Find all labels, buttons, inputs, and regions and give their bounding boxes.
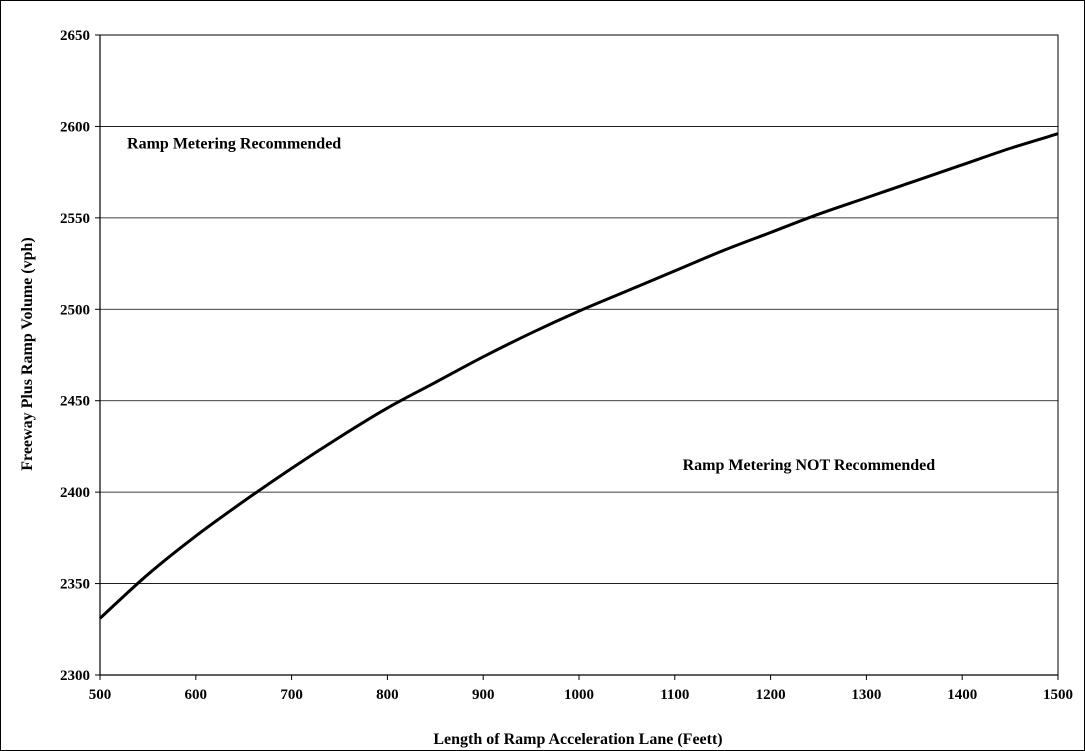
x-tick-label: 1400 bbox=[947, 687, 977, 703]
axes bbox=[95, 34, 1059, 680]
y-axis-title: Freeway Plus Ramp Volume (vph) bbox=[19, 237, 36, 471]
y-tick-label: 2600 bbox=[60, 119, 90, 135]
gridlines bbox=[100, 34, 1058, 676]
y-tick-label: 2450 bbox=[60, 394, 90, 410]
x-tick-label: 1200 bbox=[756, 687, 786, 703]
y-tick-label: 2400 bbox=[60, 485, 90, 501]
x-tick-labels: 500 600 700 800 900 1000 1100 1200 1300 1400 1500 bbox=[89, 687, 1073, 703]
x-tick-label: 1100 bbox=[660, 687, 689, 703]
x-tick-label: 1300 bbox=[851, 687, 881, 703]
x-tick-label: 700 bbox=[280, 687, 303, 703]
annotations: Ramp Metering Recommended Ramp Metering N… bbox=[127, 135, 935, 474]
x-tick-label: 1500 bbox=[1043, 687, 1073, 703]
annotation-0: Ramp Metering Recommended bbox=[127, 135, 341, 152]
plot-border bbox=[99, 34, 1059, 676]
y-tick-labels: 2300 2350 2400 2450 2500 2550 2600 2650 bbox=[60, 28, 90, 684]
y-tick-label: 2500 bbox=[60, 302, 90, 318]
series-line-0 bbox=[98, 132, 1059, 620]
x-tick-label: 900 bbox=[472, 687, 495, 703]
series-layer bbox=[98, 132, 1059, 620]
x-axis-title: Length of Ramp Acceleration Lane (Feett) bbox=[433, 731, 722, 748]
y-tick-label: 2300 bbox=[60, 668, 90, 684]
y-tick-label: 2550 bbox=[60, 211, 90, 227]
y-tick-label: 2650 bbox=[60, 28, 90, 44]
x-tick-label: 500 bbox=[89, 687, 112, 703]
x-tick-label: 600 bbox=[185, 687, 208, 703]
y-tick-label: 2350 bbox=[60, 577, 90, 593]
plot-area bbox=[99, 34, 1059, 676]
x-tick-label: 1000 bbox=[564, 687, 594, 703]
annotation-1: Ramp Metering NOT Recommended bbox=[683, 457, 936, 474]
x-tick-label: 800 bbox=[376, 687, 399, 703]
